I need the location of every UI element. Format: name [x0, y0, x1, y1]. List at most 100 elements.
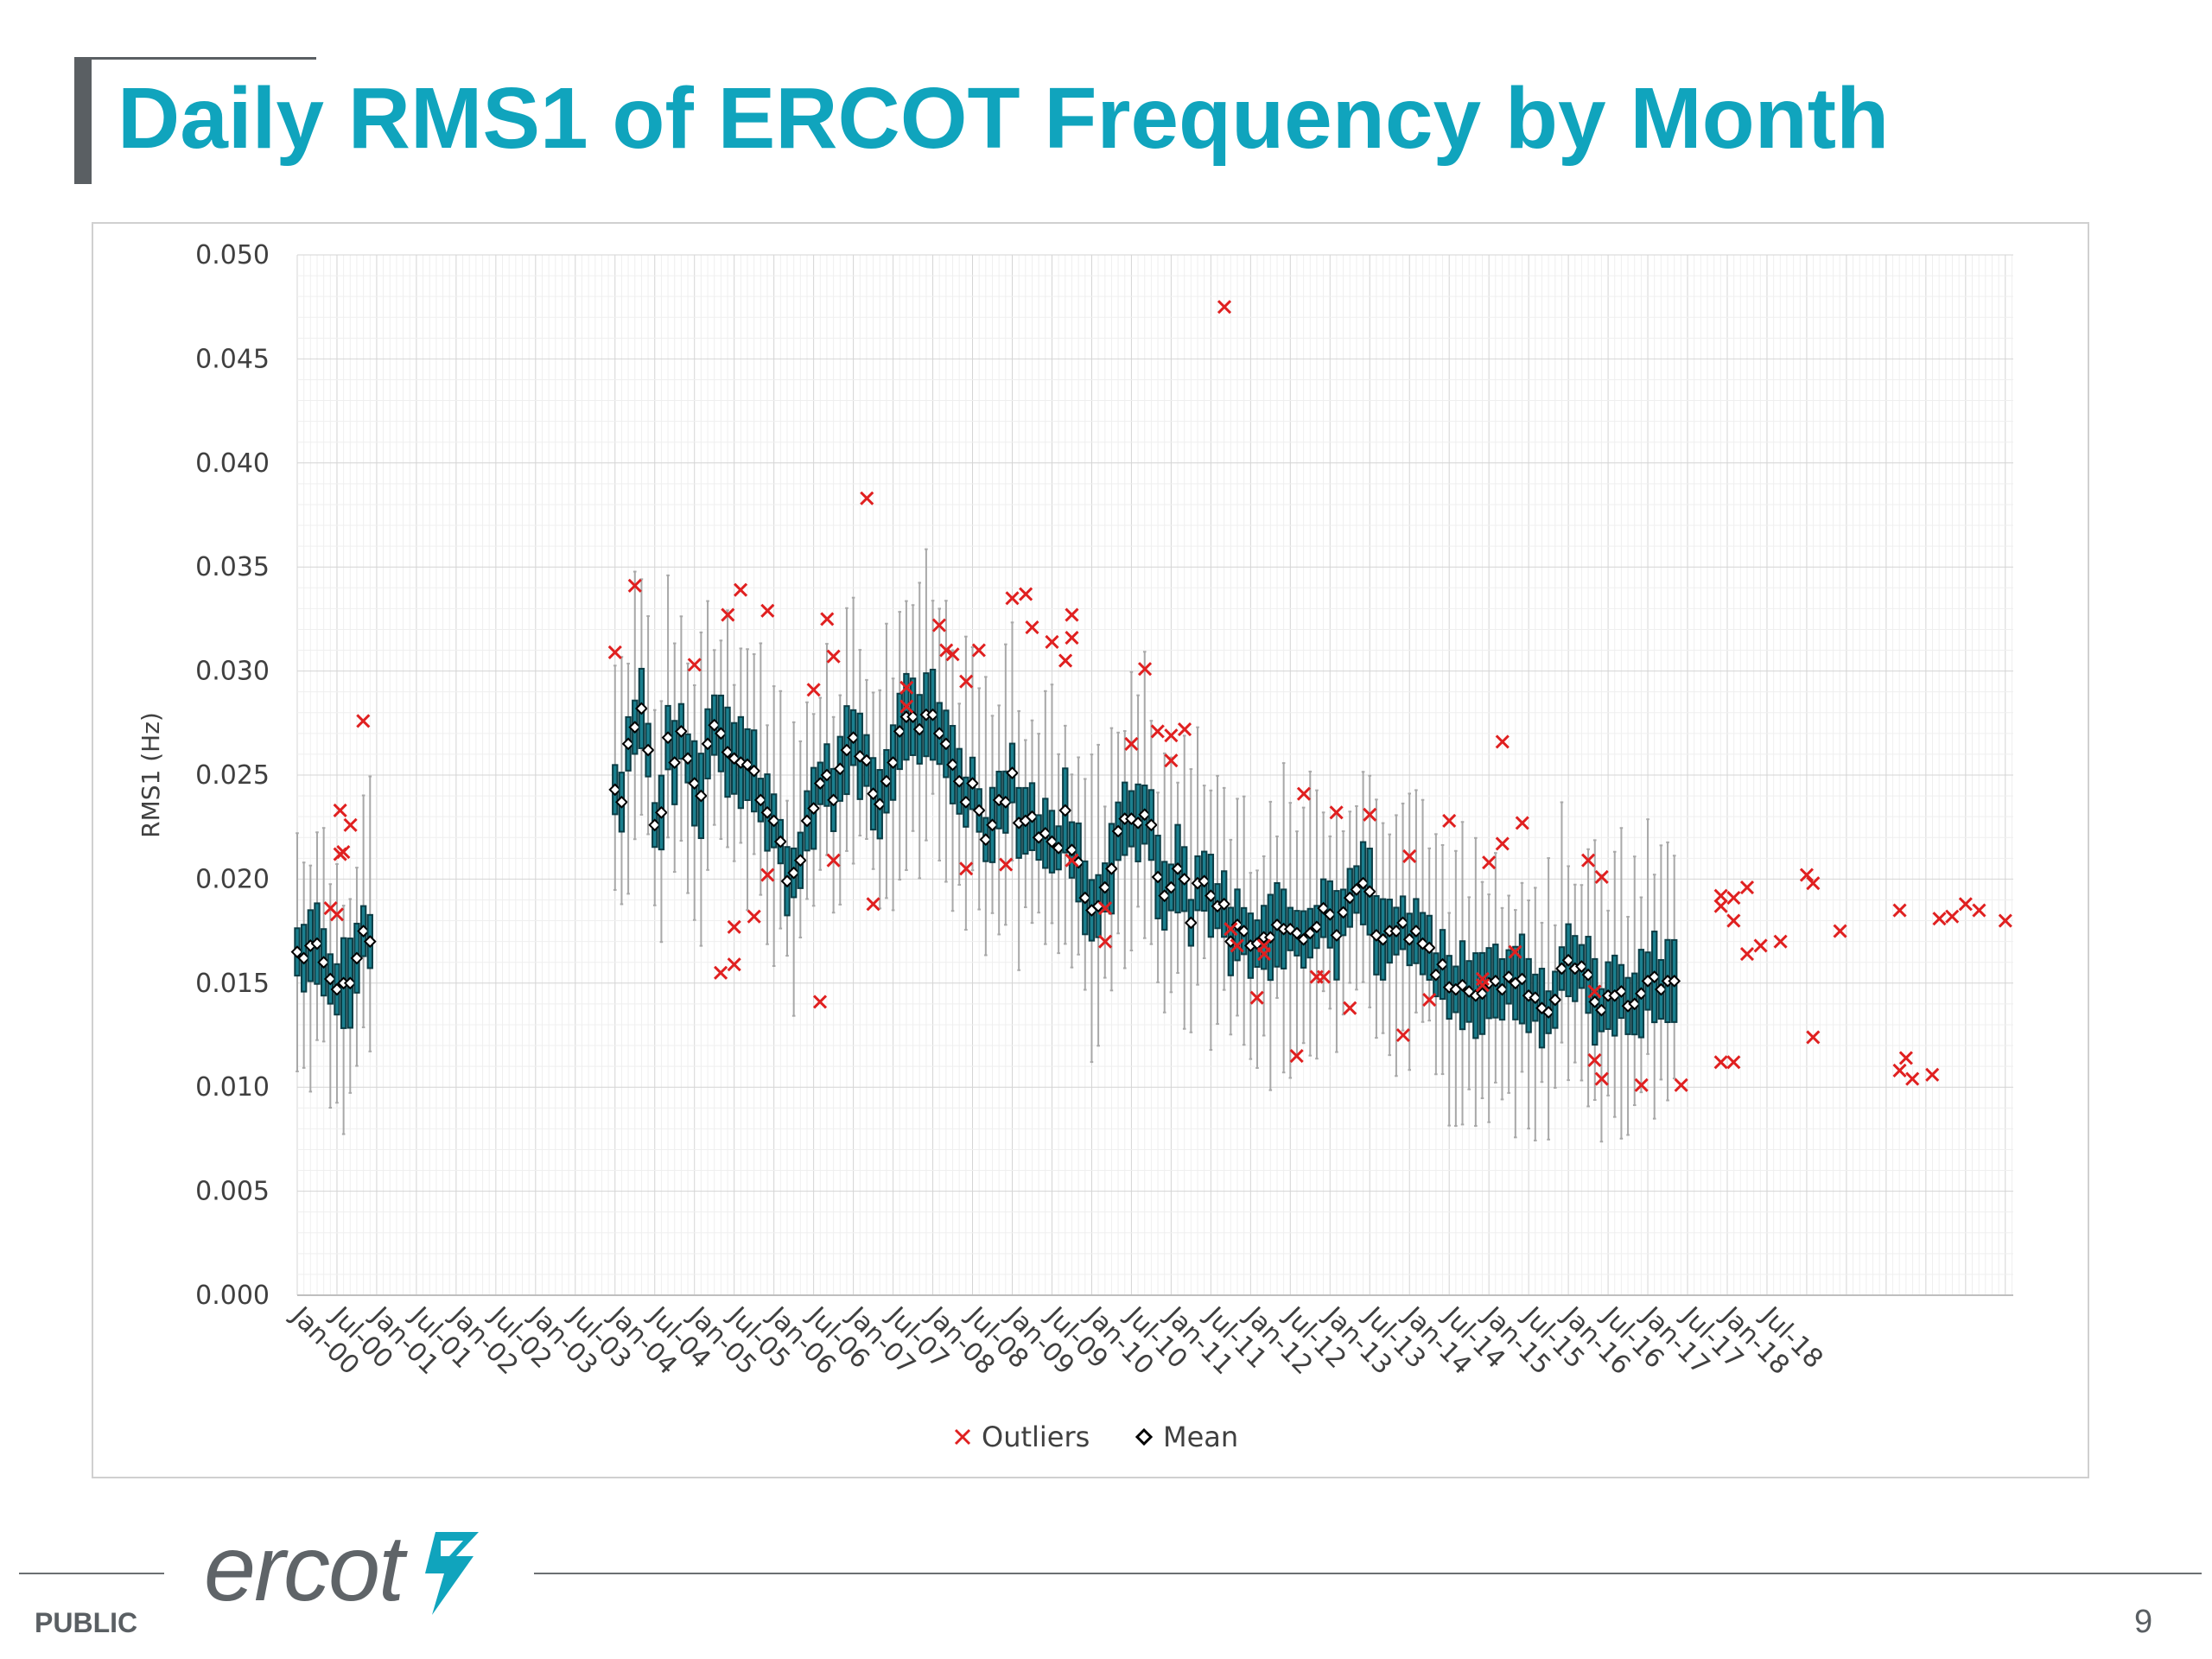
outlier-marker [356, 714, 371, 728]
y-axis-label: RMS1 (Hz) [137, 712, 165, 838]
outlier-marker [860, 491, 874, 505]
outlier-marker [1508, 944, 1522, 959]
mean-marker [807, 802, 821, 815]
outlier-marker [1587, 1052, 1602, 1067]
mean-marker [1217, 897, 1231, 911]
outlier-marker [1256, 947, 1272, 962]
outlier-marker [1296, 786, 1311, 801]
ercot-lightning-icon [425, 1532, 479, 1615]
outlier-marker [1773, 934, 1788, 949]
outlier-marker [607, 645, 622, 659]
outlier-marker [687, 658, 702, 672]
outlier-marker [820, 612, 835, 626]
y-tick-label: 0.005 [195, 1177, 270, 1207]
mean-marker [793, 854, 807, 868]
outlier-marker [899, 680, 914, 695]
mean-marker [747, 764, 761, 778]
outlier-marker [1726, 913, 1741, 928]
outlier-marker [1058, 653, 1073, 668]
outlier-marker [760, 603, 775, 618]
outlier-marker [1587, 984, 1602, 999]
outlier-marker [1932, 912, 1947, 926]
mean-marker [615, 795, 628, 809]
outlier-marker [1806, 1030, 1821, 1045]
outlier-marker [1892, 1063, 1907, 1077]
outlier-marker [760, 868, 775, 882]
outlier-marker [329, 907, 345, 922]
outlier-marker [1150, 724, 1165, 739]
mean-marker [1668, 974, 1681, 988]
footer-rule-right [534, 1573, 2202, 1574]
mean-marker [972, 804, 986, 817]
outlier-marker [1998, 913, 2012, 928]
outlier-marker [721, 607, 735, 622]
outlier-marker [1098, 934, 1113, 949]
outlier-marker [812, 995, 828, 1009]
mean-marker [363, 935, 377, 949]
mean-marker [1548, 993, 1562, 1007]
outlier-marker [1892, 903, 1907, 918]
outlier-marker [1674, 1077, 1688, 1092]
legend-mean-label: Mean [1163, 1421, 1238, 1453]
outlier-marker [1363, 807, 1377, 822]
title-accent-rule [74, 57, 316, 60]
y-tick-label: 0.045 [195, 344, 270, 374]
outlier-marker [1713, 899, 1728, 913]
y-tick-label: 0.010 [195, 1072, 270, 1103]
mean-marker [1058, 804, 1072, 817]
legend-mean-icon [1135, 1427, 1154, 1446]
outlier-marker [1634, 1077, 1649, 1092]
mean-marker [674, 725, 688, 738]
outlier-marker [1422, 993, 1437, 1007]
y-tick-label: 0.000 [195, 1281, 270, 1311]
legend-outlier-icon [954, 1428, 971, 1446]
outlier-marker [971, 643, 986, 658]
outlier-marker [1594, 1071, 1609, 1086]
outlier-marker [931, 618, 946, 632]
y-tick-label: 0.050 [195, 240, 270, 270]
mean-marker [1178, 872, 1192, 886]
mean-marker [1105, 861, 1118, 875]
outlier-marker [343, 817, 358, 832]
outlier-marker [1972, 903, 1986, 918]
outlier-marker [1753, 938, 1768, 953]
title-accent-bar [74, 59, 92, 184]
outlier-marker [727, 957, 741, 972]
outlier-marker [1806, 876, 1821, 891]
mean-marker [641, 743, 655, 757]
mean-marker [1184, 916, 1198, 930]
legend-outliers-label: Outliers [982, 1421, 1090, 1453]
footer-rule-left [19, 1573, 164, 1574]
y-tick-label: 0.035 [195, 552, 270, 582]
outlier-marker [1958, 897, 1973, 912]
mean-marker [1363, 885, 1376, 899]
outlier-marker [1402, 849, 1417, 863]
outlier-marker [747, 909, 761, 924]
outlier-marker [1739, 947, 1755, 962]
outlier-marker [1065, 853, 1079, 868]
outlier-marker [1495, 734, 1510, 749]
outlier-marker [714, 965, 728, 980]
outlier-marker [899, 699, 914, 714]
outlier-marker [333, 803, 347, 817]
outlier-marker [1005, 591, 1020, 606]
mean-marker [635, 702, 648, 715]
outlier-marker [1217, 300, 1232, 315]
outlier-marker [826, 853, 841, 868]
outlier-marker [939, 643, 954, 658]
outlier-marker [627, 578, 642, 593]
ercot-logo: ercot [204, 1516, 498, 1620]
y-tick-label: 0.040 [195, 448, 270, 479]
outlier-marker [1515, 816, 1529, 830]
outlier-marker [1098, 901, 1113, 916]
outlier-marker [1224, 922, 1238, 937]
outlier-marker [999, 857, 1014, 872]
outlier-marker [1124, 736, 1139, 751]
outlier-marker [1905, 1071, 1920, 1086]
mean-marker [1144, 818, 1158, 832]
outlier-marker [336, 845, 351, 860]
outlier-marker [1316, 969, 1331, 984]
outlier-marker [1329, 805, 1344, 820]
outlier-marker [866, 897, 880, 912]
outlier-marker [959, 674, 974, 689]
